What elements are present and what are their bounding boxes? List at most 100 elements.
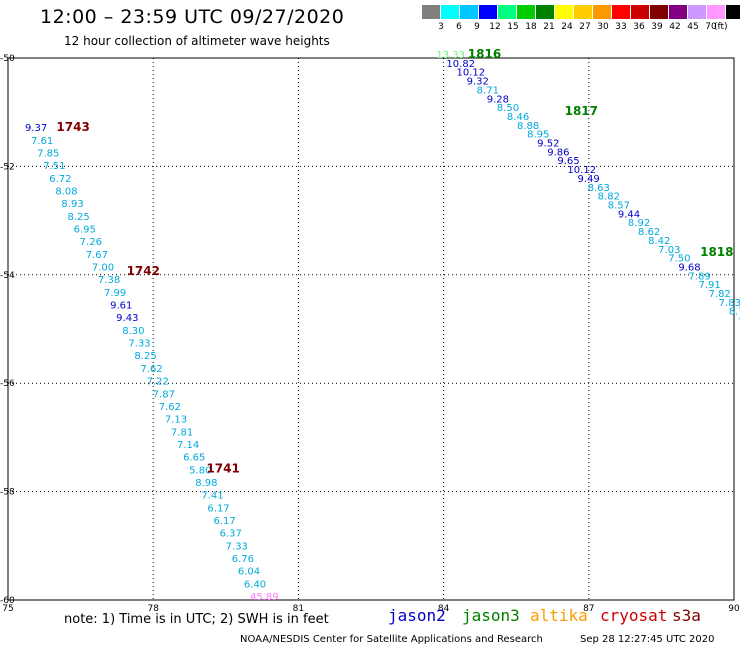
scale-label: 6 (456, 22, 462, 32)
scale-label: 21 (543, 22, 555, 32)
scale-label: 15 (507, 22, 519, 32)
scale-label: 12 (489, 22, 501, 32)
y-tick-label: -56 (0, 379, 15, 389)
scale-swatch (517, 5, 536, 19)
wave-height-label: 7.61 (31, 136, 53, 147)
wave-height-label: 8.42 (648, 236, 670, 247)
legend-item-jason3: jason3 (462, 606, 520, 625)
wave-height-label: 8.98 (195, 478, 217, 489)
note-text: note: 1) Time is in UTC; 2) SWH is in fe… (64, 612, 329, 627)
page-subtitle: 12 hour collection of altimeter wave hei… (64, 34, 330, 48)
scale-swatch (498, 5, 517, 19)
wave-height-label: 9.32 (467, 77, 489, 88)
wave-height-label: 9 (739, 316, 740, 327)
wave-height-label: 8.7 (729, 307, 740, 318)
x-tick-label: 81 (293, 604, 304, 614)
wave-height-label: 7.91 (699, 280, 721, 291)
wave-height-label: 8.30 (122, 326, 144, 337)
scale-swatch (460, 5, 479, 19)
scale-label: 70 (705, 22, 717, 32)
scale-swatch (631, 5, 650, 19)
scale-swatch (669, 5, 688, 19)
wave-height-label: 7.62 (141, 364, 163, 375)
wave-height-label: 45.89 (250, 592, 279, 603)
wave-height-label: 9.65 (557, 156, 579, 167)
scale-label: 30 (597, 22, 609, 32)
legend-item-altika: altika (530, 606, 588, 625)
credit-text: NOAA/NESDIS Center for Satellite Applica… (240, 634, 543, 645)
wave-height-label: 7.33 (128, 339, 150, 350)
color-scale (422, 5, 740, 19)
scale-label: 24 (561, 22, 573, 32)
scale-swatch (422, 5, 441, 19)
page-title: 12:00 – 23:59 UTC 09/27/2020 (40, 6, 345, 28)
scale-swatch (707, 5, 726, 19)
wave-height-label: 7.33 (226, 541, 248, 552)
wave-height-label: 8.71 (477, 85, 499, 96)
wave-height-label: 10.82 (446, 59, 475, 70)
x-tick-label: 87 (583, 604, 594, 614)
y-tick-label: -60 (0, 596, 15, 606)
scale-label: 39 (651, 22, 663, 32)
wave-height-label: 7.38 (98, 275, 120, 286)
scale-label: 36 (633, 22, 645, 32)
scale-unit: (ft) (714, 22, 728, 32)
pass-number-label: 1816 (468, 47, 501, 61)
wave-height-label: 6.37 (220, 529, 242, 540)
wave-height-label: 7.99 (104, 288, 126, 299)
wave-height-label: 7.85 (37, 149, 59, 160)
pass-number-label: 1742 (127, 264, 160, 278)
wave-height-label: 7.82 (709, 289, 731, 300)
wave-height-label: 7.13 (165, 415, 187, 426)
wave-height-label: 6.17 (214, 516, 236, 527)
wave-height-label: 8.25 (134, 351, 156, 362)
wave-height-label: 8.25 (68, 212, 90, 223)
wave-height-label: 7.50 (668, 254, 690, 265)
wave-height-label: 8.08 (55, 187, 77, 198)
wave-height-label: 7.87 (153, 389, 175, 400)
x-tick-label: 78 (147, 604, 159, 614)
wave-height-label: 9.68 (678, 262, 700, 273)
legend-item-s3a: s3a (672, 606, 701, 625)
legend-item-jason2: jason2 (388, 606, 446, 625)
y-tick-label: -52 (0, 162, 15, 172)
wave-height-label: 8.50 (497, 103, 519, 114)
wave-height-label: 8.46 (507, 112, 529, 123)
wave-height-label: 6.76 (232, 554, 254, 565)
wave-height-label: 9.52 (537, 139, 559, 150)
wave-height-label: 6.40 (244, 579, 266, 590)
scale-swatch (650, 5, 669, 19)
y-tick-label: -50 (0, 54, 15, 64)
timestamp-text: Sep 28 12:27:45 UTC 2020 (580, 634, 715, 645)
wave-height-label: 7.41 (201, 491, 223, 502)
wave-height-label: 8.57 (608, 200, 630, 211)
wave-height-label: 7.81 (171, 427, 193, 438)
wave-height-label: 9.43 (116, 313, 138, 324)
wave-height-label: 7.67 (86, 250, 108, 261)
pass-number-label: 1818 (700, 245, 733, 259)
wave-height-label: 8.62 (638, 227, 660, 238)
scale-swatch (441, 5, 460, 19)
x-tick-label: 75 (2, 604, 13, 614)
wave-height-label: 7.03 (658, 245, 680, 256)
wave-height-label: 8.88 (517, 121, 539, 132)
y-tick-label: -58 (0, 488, 15, 498)
map-frame (7, 57, 735, 601)
wave-height-label: 7.26 (80, 237, 102, 248)
scale-swatch (612, 5, 631, 19)
wave-height-label: 7.14 (177, 440, 199, 451)
scale-swatch (574, 5, 593, 19)
wave-height-label: 8.95 (527, 130, 549, 141)
pass-number-label: 1743 (56, 120, 89, 134)
scale-swatch (593, 5, 612, 19)
wave-height-label: 8.92 (628, 218, 650, 229)
wave-height-label: 9.28 (487, 94, 509, 105)
scale-label: 42 (669, 22, 681, 32)
scale-swatch (536, 5, 555, 19)
wave-height-label: 10.12 (457, 68, 486, 79)
wave-height-label: 10.12 (567, 165, 596, 176)
wave-height-label: 6.65 (183, 453, 205, 464)
scale-swatch (479, 5, 498, 19)
wave-height-label: 7.51 (43, 161, 65, 172)
wave-height-label: 6.17 (207, 503, 229, 514)
